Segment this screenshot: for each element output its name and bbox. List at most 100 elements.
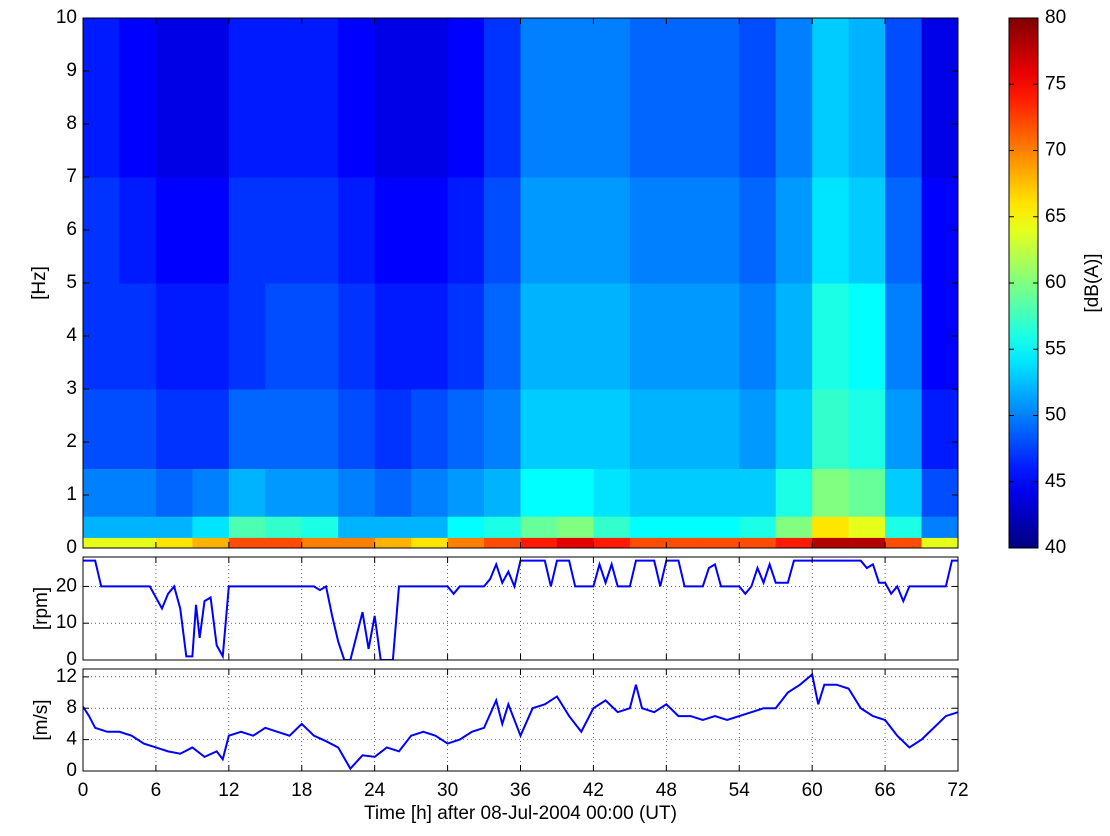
- heat-cell: [228, 389, 266, 469]
- heat-cell: [155, 468, 193, 517]
- heat-cell: [83, 537, 120, 549]
- heat-cell: [265, 537, 303, 549]
- y-tick-label: 8: [66, 697, 77, 718]
- y-tick-label: 4: [66, 325, 77, 346]
- heat-cell: [484, 283, 521, 390]
- y-tick-label: 0: [66, 649, 77, 670]
- heat-cell: [812, 18, 850, 178]
- heat-cell: [848, 389, 886, 469]
- x-tick-label: 12: [218, 780, 239, 801]
- heat-cell: [702, 389, 740, 469]
- y-tick-label: 0: [66, 537, 77, 558]
- heat-cell: [119, 468, 157, 517]
- heat-cell: [228, 468, 266, 517]
- heat-cell: [921, 389, 959, 469]
- heat-cell: [119, 389, 157, 469]
- y-tick-label: 10: [56, 7, 77, 28]
- heat-cell: [447, 283, 485, 390]
- heat-cell: [119, 177, 157, 284]
- heat-cell: [556, 283, 594, 390]
- heat-cell: [301, 537, 339, 549]
- heat-cell: [447, 537, 485, 549]
- heat-cell: [885, 468, 923, 517]
- heat-cell: [301, 468, 339, 517]
- colorbar-tick-label: 60: [1045, 272, 1066, 293]
- heat-cell: [301, 177, 339, 284]
- heat-cell: [848, 177, 886, 284]
- colorbar-tick-label: 40: [1045, 537, 1066, 558]
- heat-cell: [447, 177, 485, 284]
- heat-cell: [520, 468, 558, 517]
- heat-cell: [629, 537, 667, 549]
- y-tick-label: 8: [66, 113, 77, 134]
- y-tick-label: 2: [66, 431, 77, 452]
- heat-cell: [520, 177, 558, 284]
- heat-cell: [775, 389, 813, 469]
- heat-cell: [447, 516, 485, 538]
- heat-cell: [666, 18, 704, 178]
- heat-cell: [119, 18, 157, 178]
- heat-cell: [520, 283, 558, 390]
- heat-cell: [702, 537, 740, 549]
- heat-cell: [411, 516, 449, 538]
- heat-cell: [192, 18, 230, 178]
- series-line: [83, 672, 958, 771]
- x-tick-label: 6: [151, 780, 162, 801]
- x-tick-label: 54: [729, 780, 751, 801]
- heat-cell: [374, 516, 412, 538]
- heat-cell: [666, 177, 704, 284]
- heat-cell: [666, 516, 704, 538]
- heat-cell: [484, 468, 521, 517]
- heat-cell: [484, 516, 521, 538]
- heat-cell: [921, 468, 959, 517]
- heat-cell: [411, 177, 449, 284]
- heat-cell: [119, 537, 157, 549]
- heat-cell: [338, 537, 376, 549]
- y-tick-label: 5: [66, 272, 77, 293]
- y-tick-label: 3: [66, 378, 77, 399]
- heat-cell: [666, 537, 704, 549]
- heat-cell: [739, 389, 777, 469]
- heat-cell: [629, 283, 667, 390]
- heat-cell: [593, 177, 631, 284]
- heat-cell: [593, 468, 631, 517]
- heat-cell: [155, 18, 193, 178]
- heat-cell: [739, 283, 777, 390]
- heat-cell: [228, 283, 266, 390]
- heat-cell: [338, 389, 376, 469]
- x-tick-label: 42: [583, 780, 604, 801]
- heat-cell: [228, 177, 266, 284]
- heat-cell: [739, 537, 777, 549]
- y-axis-label: [Hz]: [29, 266, 50, 300]
- heat-cell: [447, 468, 485, 517]
- heat-cell: [885, 389, 923, 469]
- heat-cell: [447, 18, 485, 178]
- heat-cell: [666, 389, 704, 469]
- heat-cell: [775, 537, 813, 549]
- colorbar-tick-label: 50: [1045, 405, 1066, 426]
- heat-cell: [739, 468, 777, 517]
- heat-cell: [484, 177, 521, 284]
- heat-cell: [885, 516, 923, 538]
- x-axis-label: Time [h] after 08-Jul-2004 00:00 (UT): [364, 803, 677, 824]
- heat-cell: [228, 516, 266, 538]
- y-axis-label: [rpm]: [31, 587, 52, 630]
- heat-cell: [301, 389, 339, 469]
- y-tick-label: 1: [66, 484, 77, 505]
- heat-cell: [265, 516, 303, 538]
- heat-cell: [702, 18, 740, 178]
- y-tick-label: 6: [66, 219, 77, 240]
- heat-cell: [338, 468, 376, 517]
- y-tick-label: 20: [56, 575, 77, 596]
- heat-cell: [338, 18, 376, 178]
- heat-cell: [338, 177, 376, 284]
- heat-cell: [520, 516, 558, 538]
- heat-cell: [411, 283, 449, 390]
- heat-cell: [192, 468, 230, 517]
- x-tick-label: 24: [364, 780, 386, 801]
- heat-cell: [228, 18, 266, 178]
- heat-cell: [702, 283, 740, 390]
- heat-cell: [848, 18, 886, 178]
- heat-cell: [629, 468, 667, 517]
